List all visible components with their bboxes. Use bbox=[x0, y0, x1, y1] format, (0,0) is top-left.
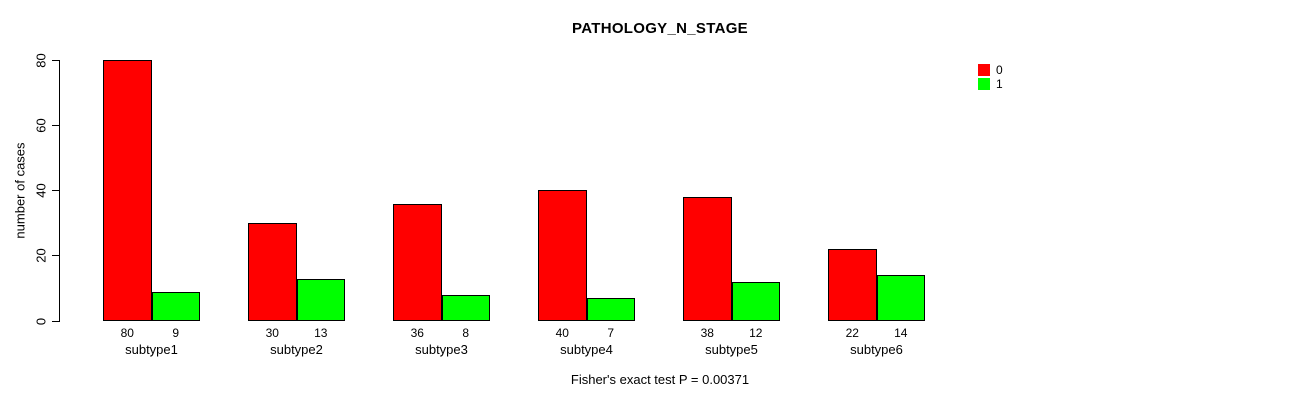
legend-item-0: 0 bbox=[978, 64, 1003, 78]
y-tick-label-0: 0 bbox=[33, 317, 49, 325]
y-tick-label-60: 60 bbox=[33, 118, 49, 133]
y-tick-80 bbox=[52, 59, 59, 61]
bar-series1-subtype6 bbox=[876, 275, 925, 321]
bar-series0-subtype2 bbox=[248, 223, 297, 321]
bar-series0-subtype5 bbox=[683, 197, 732, 321]
bar-value-label-subtype6-series0: 22 bbox=[845, 326, 859, 340]
footnote-fisher-test: Fisher's exact test P = 0.00371 bbox=[570, 372, 750, 387]
legend-label-0: 0 bbox=[996, 63, 1003, 77]
bar-series1-subtype5 bbox=[731, 282, 780, 321]
bar-series1-subtype1 bbox=[151, 292, 200, 321]
bar-value-label-subtype3-series1: 8 bbox=[462, 326, 470, 340]
x-category-label-subtype5: subtype5 bbox=[705, 342, 758, 357]
bar-series0-subtype4 bbox=[538, 190, 587, 321]
bar-series0-subtype6 bbox=[828, 249, 877, 321]
y-tick-0 bbox=[52, 320, 59, 322]
bar-value-label-subtype5-series1: 12 bbox=[749, 326, 763, 340]
chart-title: PATHOLOGY_N_STAGE bbox=[572, 20, 748, 37]
bar-value-label-subtype2-series1: 13 bbox=[314, 326, 328, 340]
legend-label-1: 1 bbox=[996, 77, 1003, 91]
y-tick-label-20: 20 bbox=[33, 248, 49, 263]
y-tick-20 bbox=[52, 255, 59, 257]
bar-value-label-subtype6-series1: 14 bbox=[894, 326, 908, 340]
bar-value-label-subtype1-series0: 80 bbox=[120, 326, 134, 340]
bar-series0-subtype1 bbox=[103, 60, 152, 321]
bar-value-label-subtype2-series0: 30 bbox=[265, 326, 279, 340]
x-category-label-subtype3: subtype3 bbox=[415, 342, 468, 357]
y-tick-40 bbox=[52, 190, 59, 191]
y-tick-60 bbox=[52, 124, 59, 126]
x-category-label-subtype4: subtype4 bbox=[560, 342, 613, 357]
bar-value-label-subtype5-series0: 38 bbox=[700, 326, 714, 340]
bar-series1-subtype2 bbox=[296, 279, 345, 321]
x-category-label-subtype6: subtype6 bbox=[850, 342, 903, 357]
bar-value-label-subtype4-series1: 7 bbox=[607, 326, 615, 340]
y-axis-line bbox=[59, 60, 60, 322]
legend-swatch-red bbox=[978, 64, 990, 76]
bar-value-label-subtype1-series1: 9 bbox=[172, 326, 180, 340]
bar-series1-subtype3 bbox=[441, 295, 490, 321]
bar-value-label-subtype3-series0: 36 bbox=[410, 326, 424, 340]
x-category-label-subtype1: subtype1 bbox=[125, 342, 178, 357]
bar-series0-subtype3 bbox=[393, 204, 442, 321]
y-axis-label: number of cases bbox=[12, 142, 28, 239]
legend-item-1: 1 bbox=[978, 78, 1003, 92]
legend: 0 1 bbox=[978, 64, 1003, 92]
y-tick-label-40: 40 bbox=[33, 183, 49, 198]
y-tick-label-80: 80 bbox=[33, 52, 49, 68]
x-category-label-subtype2: subtype2 bbox=[270, 342, 323, 357]
legend-swatch-green bbox=[978, 78, 990, 90]
bar-value-label-subtype4-series0: 40 bbox=[555, 326, 569, 340]
bar-series1-subtype4 bbox=[586, 298, 635, 321]
